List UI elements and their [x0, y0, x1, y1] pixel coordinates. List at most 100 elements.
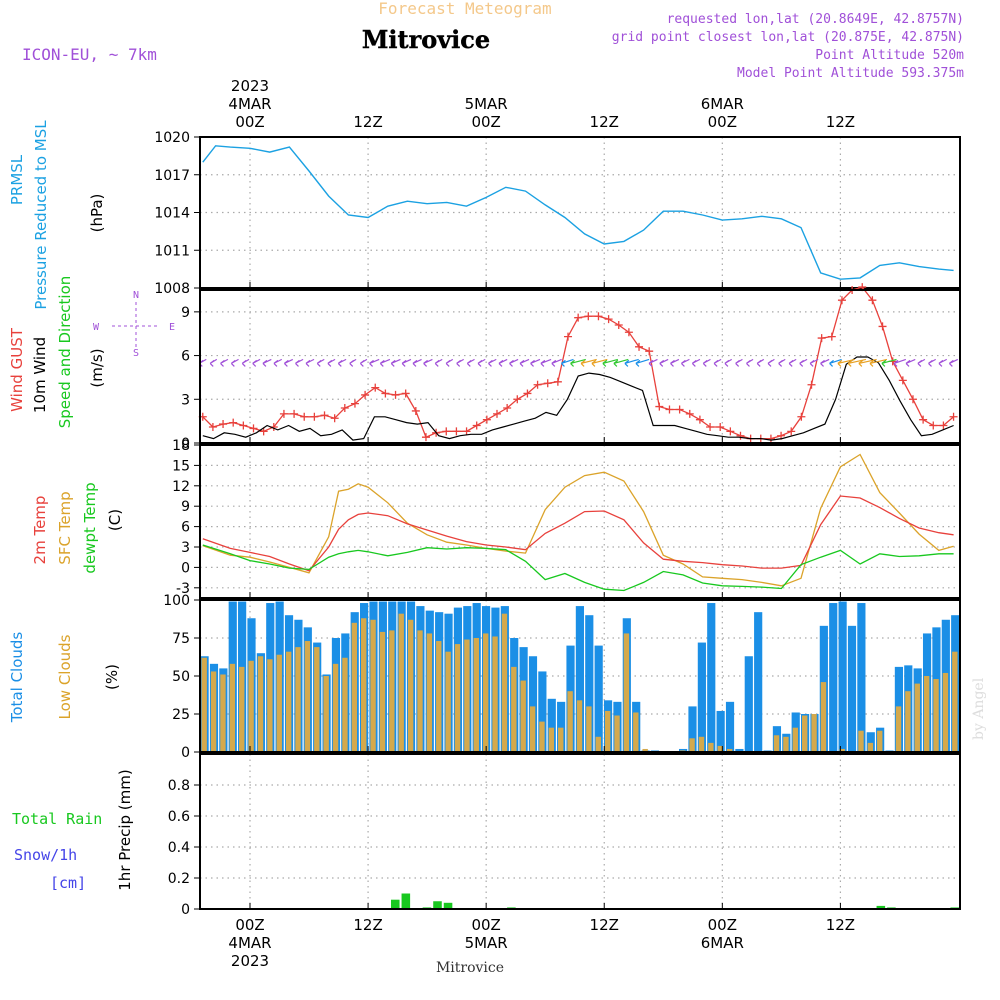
- rain-bar: [443, 902, 453, 909]
- wind-direction-arrow: [498, 358, 508, 367]
- bottom-time-label: 12Z: [826, 916, 855, 934]
- wind-10m-label: 10m Wind: [31, 337, 49, 413]
- gust-marker: [350, 399, 359, 408]
- gust-marker: [239, 421, 248, 430]
- gust-marker: [939, 421, 948, 430]
- wind-direction-arrow: [316, 358, 325, 367]
- gust-marker: [655, 402, 664, 411]
- low-cloud-bar: [914, 683, 920, 752]
- bottom-time-label: 2023: [231, 952, 269, 970]
- low-cloud-bar: [689, 738, 695, 752]
- snow-unit: [cm]: [50, 874, 86, 892]
- wind-gust-label: Wind GUST: [8, 327, 26, 412]
- low-cloud-bar: [229, 663, 236, 752]
- plot-area: 1008 1011 1014 1017 1020 PRMSL Pressure Reduce…: [8, 77, 961, 970]
- low-cloud-bar: [895, 706, 902, 752]
- top-time-label: 12Z: [590, 113, 619, 131]
- rain-bar: [391, 899, 400, 909]
- footer-location: Mitrovice: [436, 960, 504, 976]
- gust-marker: [787, 427, 796, 436]
- gust-marker: [574, 313, 583, 322]
- temp-ytick-label: 18: [172, 438, 190, 454]
- total-cloud-bar: [594, 645, 603, 752]
- total-cloud-bar: [725, 701, 735, 752]
- low-cloud-bar: [220, 674, 226, 752]
- wind-direction-arrow: [349, 358, 357, 367]
- compass-east: E: [169, 322, 175, 333]
- low-cloud-bar: [285, 651, 292, 752]
- clouds-ytick-label: 100: [163, 593, 190, 609]
- low-cloud-bar: [820, 682, 827, 752]
- wind-direction-arrow: [724, 358, 733, 367]
- wind-direction-arrow: [337, 358, 347, 367]
- gridpoint-coords: grid point closest lon,lat (20.875E, 42.…: [612, 30, 964, 45]
- total-cloud-bar: [735, 748, 744, 752]
- pressure-ytick-label: 1020: [154, 130, 190, 146]
- low-cloud-bar: [201, 657, 207, 752]
- low-cloud-bar: [361, 618, 367, 752]
- wind-direction-arrow: [735, 358, 743, 367]
- clouds-ytick-label: 25: [172, 707, 190, 723]
- dewpt-line: [202, 544, 954, 592]
- low-cloud-bar: [304, 641, 311, 752]
- clouds-ytick-label: 75: [172, 631, 190, 647]
- top-time-label: 12Z: [826, 113, 855, 131]
- low-cloud-bar: [511, 666, 517, 752]
- pressure-label: PRMSL: [8, 154, 26, 205]
- pressure-frame: [199, 136, 961, 289]
- watermark: by Angel: [971, 677, 987, 740]
- gust-marker: [462, 427, 471, 436]
- wind-direction-arrow: [799, 358, 808, 367]
- total-cloud-bar: [847, 625, 857, 752]
- product-title: Forecast Meteogram: [378, 0, 551, 18]
- wind-direction-arrow: [829, 358, 842, 367]
- pressure-ytick-label: 1014: [154, 206, 190, 222]
- low-cloud-bar: [773, 735, 780, 752]
- wind-direction-arrow: [659, 358, 669, 367]
- total-cloud-bar: [688, 706, 697, 752]
- wind-direction-arrow: [788, 358, 797, 367]
- bottom-time-label: 12Z: [590, 916, 619, 934]
- total-cloud-bar: [538, 671, 547, 752]
- low-cloud-bar: [351, 622, 358, 752]
- low-cloud-bar: [436, 641, 442, 752]
- temp-ytick-label: 3: [181, 540, 190, 556]
- precip-ytick-label: 0: [181, 902, 190, 918]
- wind-direction-arrow: [456, 358, 464, 367]
- wind-unit: (m/s): [88, 348, 106, 387]
- gust-marker: [685, 409, 694, 418]
- wind-direction-arrow: [519, 358, 530, 367]
- total-cloud-bar: [707, 603, 716, 752]
- gust-marker: [868, 296, 877, 305]
- wind-direction-arrow: [530, 358, 541, 367]
- total-cloud-bar: [697, 642, 706, 752]
- wind-direction-arrow: [369, 358, 380, 367]
- low-cloud-bar: [295, 647, 301, 752]
- low-cloud-bar: [726, 748, 733, 752]
- location-title: Mitrovice: [362, 25, 490, 54]
- rain-label: Total Rain: [12, 810, 102, 828]
- point-altitude: Point Altitude 520m: [815, 48, 964, 63]
- pressure-label-long: Pressure Reduced to MSL: [32, 120, 50, 310]
- total-clouds-label: Total Clouds: [8, 632, 26, 724]
- temp-unit: (C): [106, 509, 124, 531]
- low-cloud-bar: [867, 742, 874, 752]
- low-cloud-bar: [520, 680, 526, 752]
- wind-direction-arrow: [820, 358, 830, 367]
- gust-marker: [827, 332, 836, 341]
- gust-marker: [482, 415, 491, 424]
- low-cloud-bar: [942, 672, 949, 752]
- dewpt-label: dewpt Temp: [81, 482, 99, 573]
- precip-ytick-label: 0.8: [168, 778, 190, 794]
- gust-marker: [949, 412, 958, 421]
- low-cloud-bar: [811, 714, 817, 752]
- wind-direction-arrow: [881, 358, 897, 367]
- clouds-frame: [199, 599, 961, 753]
- gust-marker: [279, 409, 288, 418]
- gust-marker: [523, 389, 532, 398]
- wind-direction-arrow: [445, 358, 454, 367]
- wind-direction-arrow: [423, 358, 433, 367]
- gust-marker: [401, 389, 410, 398]
- wind-direction-arrow: [488, 358, 497, 367]
- low-cloud-bar: [633, 712, 639, 752]
